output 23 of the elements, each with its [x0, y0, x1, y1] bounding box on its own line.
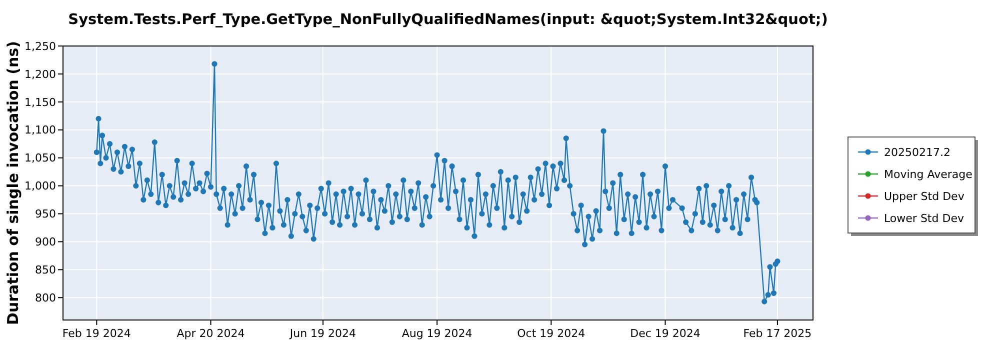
x-tick-label: Feb 19 2024 — [62, 327, 131, 340]
x-tick-label: Jun 19 2024 — [288, 327, 356, 340]
y-tick-label: 900 — [35, 236, 56, 249]
y-tick-label: 1,100 — [24, 124, 56, 137]
x-tick-label: Dec 19 2024 — [630, 327, 700, 340]
x-tick-label: Aug 19 2024 — [402, 327, 472, 340]
y-tick-label: 850 — [35, 264, 56, 277]
y-tick-label: 1,150 — [24, 96, 56, 109]
x-tick-label: Apr 20 2024 — [176, 327, 245, 340]
y-tick-label: 1,000 — [24, 180, 56, 193]
y-tick-label: 1,250 — [24, 40, 56, 53]
y-tick-label: 800 — [35, 291, 56, 304]
x-tick-label: Oct 19 2024 — [517, 327, 586, 340]
x-tick-label: Feb 17 2025 — [743, 327, 812, 340]
chart-title: System.Tests.Perf_Type.GetType_NonFullyQualifiedNames(input: &quot;System.Int32&quot;) — [68, 12, 828, 28]
legend-label: 20250217.2 — [884, 146, 950, 159]
legend-label: Upper Std Dev — [884, 190, 965, 203]
y-tick-label: 950 — [35, 208, 56, 221]
legend-label: Lower Std Dev — [884, 212, 964, 225]
legend-label: Moving Average — [884, 168, 973, 181]
y-tick-label: 1,200 — [24, 68, 56, 81]
y-tick-label: 1,050 — [24, 152, 56, 165]
y-axis-title: Duration of single invocation (ns) — [4, 41, 22, 325]
